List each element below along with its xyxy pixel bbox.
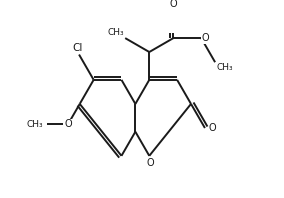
Text: O: O [146, 158, 154, 168]
Text: CH₃: CH₃ [107, 29, 124, 37]
Text: O: O [64, 119, 72, 129]
Text: O: O [208, 123, 216, 133]
Text: CH₃: CH₃ [26, 120, 43, 129]
Text: O: O [170, 0, 177, 9]
Text: Cl: Cl [72, 43, 83, 53]
Text: CH₃: CH₃ [216, 63, 233, 72]
Text: O: O [202, 33, 210, 43]
